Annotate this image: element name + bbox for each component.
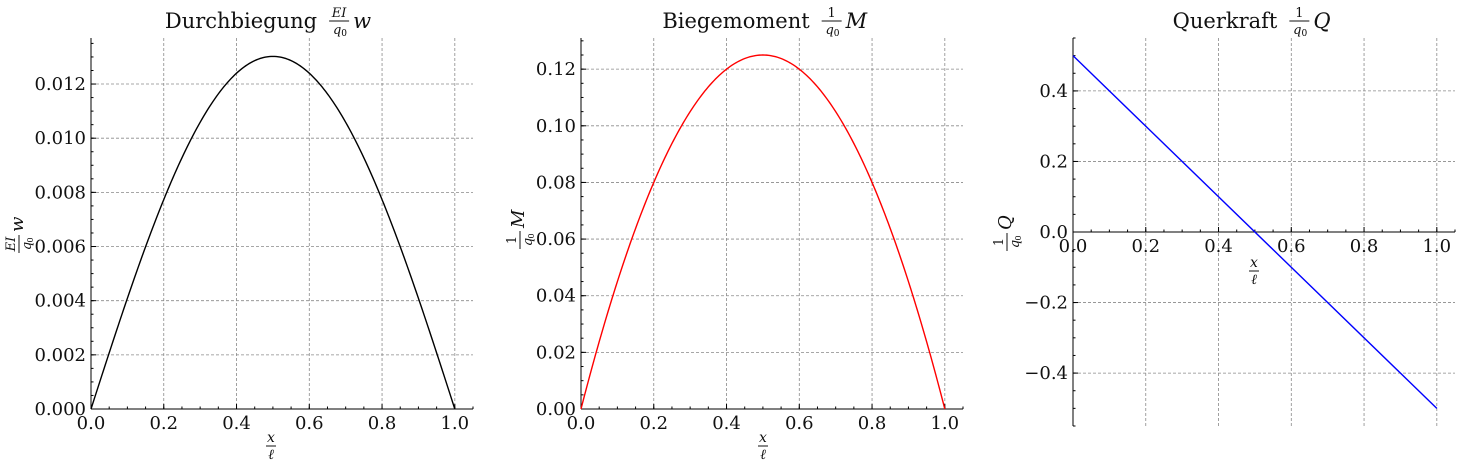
y-tick-label: 0.06 xyxy=(536,229,576,250)
y-tick-label: 0.4 xyxy=(1039,81,1068,102)
x-tick-label: 0.0 xyxy=(1059,236,1088,257)
chart-title: Durchbiegung EI q 0w xyxy=(165,6,371,39)
x-tick-label: 0.0 xyxy=(567,413,596,434)
y-label-denominator: q xyxy=(1008,240,1023,248)
y-label-numerator: 1 xyxy=(505,236,520,244)
y-tick-label: 0.08 xyxy=(536,172,576,193)
chart-title-text: Biegemoment xyxy=(662,9,810,33)
title-fraction-subscript: 0 xyxy=(341,29,347,39)
chart-title-text: Querkraft xyxy=(1173,9,1278,33)
x-tick-label: 0.4 xyxy=(222,413,251,434)
y-axis-label: 1 q0 M xyxy=(505,209,536,249)
chart-panel-3: 0.0 0.2 0.4 0.6 0.8 1.0 −0.4 −0.2 0.0 0.2 0.4 Querk… xyxy=(992,6,1456,427)
y-label-numerator: 1 xyxy=(992,238,1007,246)
y-tick-label: 0.10 xyxy=(536,116,576,137)
x-axis-label: xℓ xyxy=(266,430,276,463)
y-label-variable: M xyxy=(508,209,529,229)
y-tick-label: 0.12 xyxy=(536,59,576,80)
x-label-numerator: x xyxy=(1250,255,1258,271)
y-tick-label: 0.002 xyxy=(34,345,86,366)
y-tick-label: 0.004 xyxy=(34,291,86,312)
y-tick-label: 0.02 xyxy=(536,342,576,363)
y-tick-label: 0.000 xyxy=(34,399,86,420)
y-tick-label: 0.006 xyxy=(34,237,86,258)
y-tick-label: 0.00 xyxy=(536,399,576,420)
y-label-variable: w xyxy=(7,216,28,232)
x-tick-label: 0.2 xyxy=(639,413,668,434)
x-axis-label: xℓ xyxy=(1249,255,1259,288)
x-label-denominator: ℓ xyxy=(760,447,766,463)
x-axis-label: xℓ xyxy=(758,430,768,463)
y-tick-label: 0.012 xyxy=(34,74,86,95)
series-line xyxy=(580,54,946,410)
x-tick-label: 1.0 xyxy=(1422,236,1451,257)
y-label-subscript: 0 xyxy=(527,233,536,238)
title-fraction-denominator: q xyxy=(1293,23,1301,38)
title-variable: Q xyxy=(1313,9,1330,33)
x-tick-label: 0.8 xyxy=(858,413,887,434)
x-label-denominator: ℓ xyxy=(1251,272,1257,288)
chart-title-text: Durchbiegung xyxy=(165,9,317,33)
x-tick-label: 0.2 xyxy=(149,413,178,434)
x-tick-label: 0.6 xyxy=(295,413,324,434)
title-variable: w xyxy=(353,9,371,33)
title-fraction-numerator: EI xyxy=(331,6,347,21)
y-tick-label: 0.2 xyxy=(1039,151,1068,172)
series-line xyxy=(1072,55,1438,409)
y-label-denominator: q xyxy=(20,242,35,250)
title-fraction-subscript: 0 xyxy=(834,29,840,39)
x-tick-label: 1.0 xyxy=(930,413,959,434)
x-tick-label: 0.4 xyxy=(712,413,741,434)
x-tick-label: 0.6 xyxy=(1277,236,1306,257)
y-label-variable: Q xyxy=(995,215,1016,230)
x-label-numerator: x xyxy=(267,430,275,446)
y-label-subscript: 0 xyxy=(26,237,35,242)
x-label-denominator: ℓ xyxy=(268,447,274,463)
title-fraction-numerator: 1 xyxy=(828,6,836,21)
y-tick-label: 0.04 xyxy=(536,286,576,307)
title-fraction-subscript: 0 xyxy=(1301,29,1307,39)
title-variable: M xyxy=(845,9,868,33)
title-fraction-denominator: q xyxy=(333,23,341,38)
y-label-subscript: 0 xyxy=(1014,235,1023,240)
x-tick-label: 0.2 xyxy=(1131,236,1160,257)
y-tick-label: −0.2 xyxy=(1024,293,1068,314)
y-tick-label: 0.008 xyxy=(34,182,86,203)
title-fraction-numerator: 1 xyxy=(1295,6,1303,21)
title-fraction-denominator: q xyxy=(825,23,833,38)
y-label-numerator: EI xyxy=(4,236,19,252)
chart-title: Querkraft 1 q 0Q xyxy=(1173,6,1331,39)
chart-panel-1: 0.0 0.2 0.4 0.6 0.8 1.0 0.000 0.002 0.004 0.006 0.… xyxy=(4,6,474,463)
y-tick-label: 0.0 xyxy=(1039,222,1068,243)
y-tick-label: −0.4 xyxy=(1024,363,1068,384)
y-axis-label: EI q0 w xyxy=(4,216,35,253)
x-tick-label: 1.0 xyxy=(440,413,469,434)
x-tick-label: 0.0 xyxy=(77,413,106,434)
x-tick-label: 0.6 xyxy=(785,413,814,434)
chart-title: Biegemoment 1 q 0M xyxy=(662,6,867,39)
y-tick-label: 0.010 xyxy=(34,128,86,149)
x-tick-label: 0.8 xyxy=(1350,236,1379,257)
x-tick-label: 0.8 xyxy=(368,413,397,434)
y-label-denominator: q xyxy=(521,238,536,246)
chart-panel-2: 0.0 0.2 0.4 0.6 0.8 1.0 0.00 0.02 0.04 0.06 0.08 0.… xyxy=(505,6,964,463)
y-axis-label: 1 q0 Q xyxy=(992,215,1023,251)
x-label-numerator: x xyxy=(759,430,767,446)
x-tick-label: 0.4 xyxy=(1204,236,1233,257)
series-line xyxy=(90,55,456,410)
